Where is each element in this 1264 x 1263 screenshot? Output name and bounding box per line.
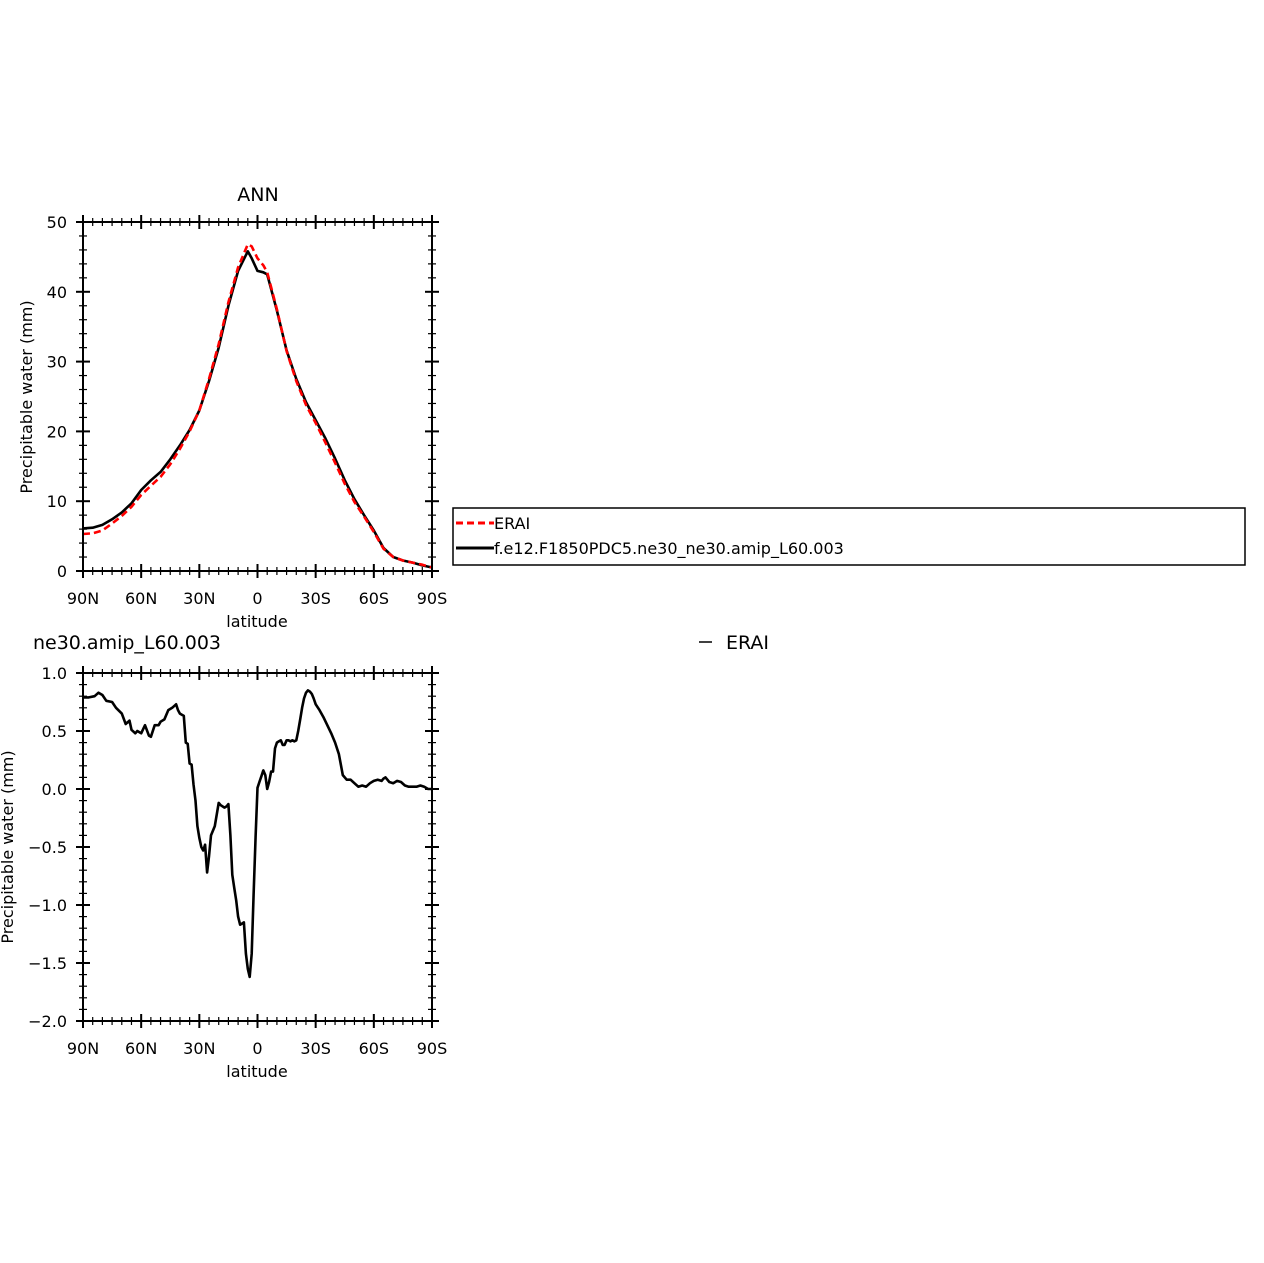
top-x-tick-label: 90S bbox=[417, 589, 448, 608]
legend-label-model: f.e12.F1850PDC5.ne30_ne30.amip_L60.003 bbox=[494, 539, 844, 559]
legend-box bbox=[452, 507, 1246, 566]
bottom-x-tick-label: 90S bbox=[417, 1039, 448, 1058]
bottom-y-tick-label: 0.0 bbox=[42, 780, 67, 799]
top-chart-x-axis-label: latitude bbox=[226, 612, 287, 631]
top-y-tick-label: 10 bbox=[47, 492, 67, 511]
bottom-chart-y-axis-label: Precipitable water (mm) bbox=[0, 750, 17, 943]
top-chart-tick-labels: 90N 60N 30N 0 30S 60S 90S 0 10 20 30 40 50 bbox=[47, 213, 448, 608]
bottom-chart-title: ne30.amip_L60.003 bbox=[33, 632, 221, 654]
bottom-x-tick-label: 60S bbox=[359, 1039, 390, 1058]
bottom-x-tick-label: 30S bbox=[300, 1039, 331, 1058]
bottom-y-tick-label: −0.5 bbox=[28, 838, 67, 857]
bottom-x-tick-label: 0 bbox=[252, 1039, 262, 1058]
top-chart-frame bbox=[82, 221, 433, 572]
top-chart-y-axis-label: Precipitable water (mm) bbox=[17, 300, 36, 493]
bottom-chart-x-axis-label: latitude bbox=[226, 1062, 287, 1081]
bottom-x-tick-label: 60N bbox=[125, 1039, 157, 1058]
bottom-y-tick-label: −1.0 bbox=[28, 896, 67, 915]
top-x-tick-label: 90N bbox=[67, 589, 99, 608]
bottom-chart-tick-labels: 90N 60N 30N 0 30S 60S 90S 1.0 0.5 0.0 −0.5 −1.0 −1.5… bbox=[28, 664, 447, 1058]
top-x-tick-label: 60N bbox=[125, 589, 157, 608]
top-y-tick-label: 40 bbox=[47, 283, 67, 302]
bottom-y-tick-label: −2.0 bbox=[28, 1012, 67, 1031]
bottom-series-line-0 bbox=[83, 689, 432, 979]
top-x-tick-label: 0 bbox=[252, 589, 262, 608]
top-x-tick-label: 30N bbox=[183, 589, 215, 608]
legend: ERAI f.e12.F1850PDC5.ne30_ne30.amip_L60.… bbox=[452, 507, 1246, 566]
top-chart-title: ANN bbox=[237, 184, 278, 206]
bottom-x-tick-label: 30N bbox=[183, 1039, 215, 1058]
bottom-y-tick-label: −1.5 bbox=[28, 954, 67, 973]
top-y-tick-label: 0 bbox=[57, 562, 67, 581]
bottom-y-tick-label: 1.0 bbox=[42, 664, 67, 683]
top-y-tick-label: 30 bbox=[47, 353, 67, 372]
bottom-chart-series bbox=[83, 689, 432, 979]
bottom-chart-title-suffix: ERAI bbox=[726, 632, 769, 654]
bottom-chart-panel: ne30.amip_L60.003 ERAI 90N 60N 30N 0 30S 60S 9… bbox=[0, 632, 769, 1081]
bottom-x-tick-label: 90N bbox=[67, 1039, 99, 1058]
top-x-tick-label: 30S bbox=[300, 589, 331, 608]
bottom-y-tick-label: 0.5 bbox=[42, 722, 67, 741]
top-chart-panel: ANN 90N 60N 30N 0 30S 60S 90S 0 10 20 30 40 50 latit… bbox=[17, 184, 447, 631]
top-y-tick-label: 50 bbox=[47, 213, 67, 232]
legend-label-erai: ERAI bbox=[494, 514, 530, 533]
top-chart-series bbox=[82, 243, 433, 569]
top-series-line-1 bbox=[82, 250, 433, 569]
top-series-line-0 bbox=[82, 243, 433, 569]
top-x-tick-label: 60S bbox=[359, 589, 390, 608]
top-y-tick-label: 20 bbox=[47, 422, 67, 441]
bottom-chart-frame bbox=[82, 672, 433, 1022]
